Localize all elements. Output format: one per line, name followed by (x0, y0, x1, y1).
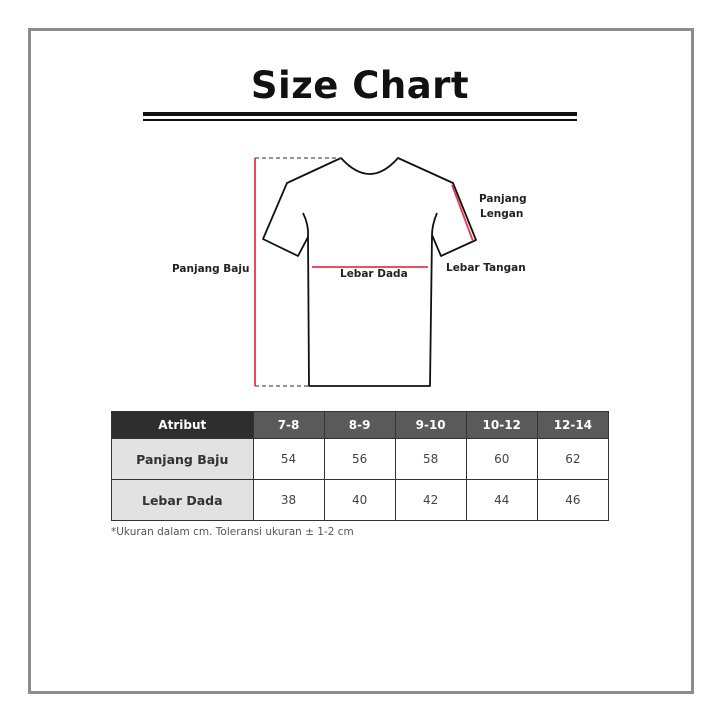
table-cell: 38 (252, 479, 325, 521)
sleeve-length-line (451, 184, 474, 242)
header-cell: 8-9 (323, 411, 396, 439)
table-cell: 44 (465, 479, 538, 521)
page-title: Size Chart (250, 64, 470, 107)
label-sleeve-length-1: Panjang (479, 193, 527, 205)
table-cell: 40 (323, 479, 396, 521)
header-cell: 12-14 (536, 411, 610, 439)
table-cell: 54 (252, 438, 325, 480)
table-header-row: Atribut 7-8 8-9 9-10 10-12 12-14 (111, 411, 610, 439)
table-row: Lebar Dada 38 40 42 44 46 (111, 479, 610, 521)
row-label: Panjang Baju (111, 438, 254, 480)
left-armhole (302, 212, 310, 238)
title-underline-thin (143, 119, 577, 121)
row-label: Lebar Dada (111, 479, 254, 521)
page-frame (28, 28, 694, 694)
size-table: Atribut 7-8 8-9 9-10 10-12 12-14 Panjang… (111, 411, 610, 521)
table-cell: 42 (394, 479, 467, 521)
table-cell: 58 (394, 438, 467, 480)
table-cell: 62 (536, 438, 610, 480)
header-cell: 10-12 (465, 411, 538, 439)
header-cell: Atribut (111, 411, 254, 439)
table-cell: 46 (536, 479, 610, 521)
label-sleeve-length-2: Lengan (480, 208, 524, 220)
label-chest-width: Lebar Dada (340, 268, 408, 280)
shirt-outline (262, 157, 477, 387)
label-body-length: Panjang Baju (172, 263, 250, 275)
table-row: Panjang Baju 54 56 58 60 62 (111, 438, 610, 480)
table-cell: 56 (323, 438, 396, 480)
header-cell: 9-10 (394, 411, 467, 439)
label-sleeve-width: Lebar Tangan (446, 262, 526, 274)
right-armhole (431, 212, 438, 236)
table-cell: 60 (465, 438, 538, 480)
title-underline-thick (143, 112, 577, 116)
header-cell: 7-8 (252, 411, 325, 439)
size-note: *Ukuran dalam cm. Toleransi ukuran ± 1-2… (111, 526, 354, 538)
